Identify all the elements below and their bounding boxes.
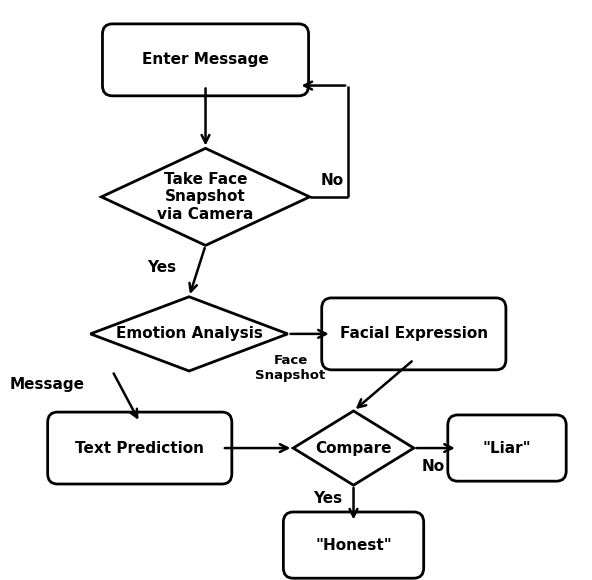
Text: Emotion Analysis: Emotion Analysis <box>115 327 262 342</box>
FancyBboxPatch shape <box>102 24 308 96</box>
Polygon shape <box>293 411 414 485</box>
Polygon shape <box>101 148 310 245</box>
Text: Facial Expression: Facial Expression <box>340 327 488 342</box>
FancyBboxPatch shape <box>321 298 506 370</box>
Text: Take Face
Snapshot
via Camera: Take Face Snapshot via Camera <box>157 172 254 222</box>
Text: Yes: Yes <box>147 260 176 275</box>
FancyBboxPatch shape <box>47 412 232 484</box>
FancyBboxPatch shape <box>284 512 424 578</box>
Text: Text Prediction: Text Prediction <box>75 441 204 455</box>
Text: Enter Message: Enter Message <box>142 52 269 67</box>
Text: Yes: Yes <box>313 491 343 506</box>
Text: No: No <box>321 173 344 188</box>
Text: "Honest": "Honest" <box>315 538 392 553</box>
Text: No: No <box>422 459 445 474</box>
Text: "Liar": "Liar" <box>482 441 531 455</box>
Text: Message: Message <box>10 376 85 392</box>
Text: Compare: Compare <box>316 441 392 455</box>
Text: Face
Snapshot: Face Snapshot <box>255 354 326 382</box>
FancyBboxPatch shape <box>448 415 566 481</box>
Polygon shape <box>91 297 288 371</box>
